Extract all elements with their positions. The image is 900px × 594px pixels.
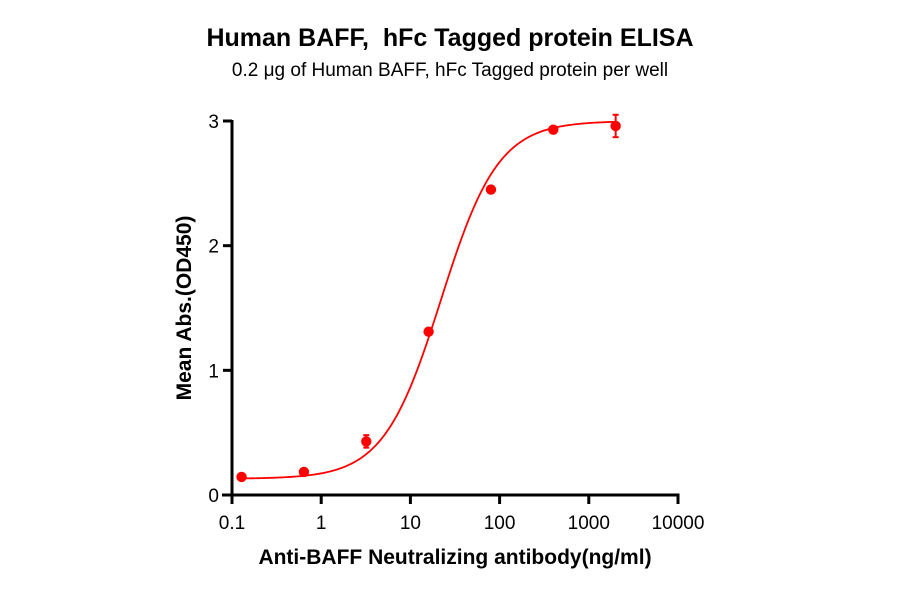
chart-subtitle: 0.2 μg of Human BAFF, hFc Tagged protein… [231,60,669,81]
axes: 0 1 2 3 0.1 1 10 100 1000 10000 [208,112,704,534]
y-tick-label: 0 [208,486,219,507]
data-point [548,124,559,135]
data-point [610,113,621,139]
x-tick-label: 1000 [568,513,610,534]
y-tick-label: 2 [208,237,219,258]
point-marker [485,184,497,195]
y-tick-label: 1 [208,361,219,382]
x-tick-label: 10 [400,513,421,534]
data-point [423,326,434,337]
y-tick-label: 3 [208,112,219,133]
x-axis-label: Anti-BAFF Neutralizing antibody(ng/ml) [258,546,651,569]
data-point [485,184,497,195]
fit-curve-path [241,120,616,480]
point-marker [361,436,372,447]
fit-curve [241,120,616,480]
data-points [236,113,621,483]
point-marker [610,120,621,132]
data-point [236,471,247,483]
point-marker [236,471,247,483]
x-tick-label: 0.1 [219,513,245,534]
x-tick-label: 1 [316,513,327,534]
chart-title: Human BAFF, hFc Tagged protein ELISA [206,24,694,52]
point-marker [298,466,310,478]
point-marker [423,326,434,337]
y-axis-label: Mean Abs.(OD450) [173,216,196,401]
x-tick-label: 10000 [652,513,705,534]
x-tick-label: 100 [484,513,516,534]
data-point [361,434,372,449]
point-marker [548,124,559,135]
data-point [298,466,310,478]
